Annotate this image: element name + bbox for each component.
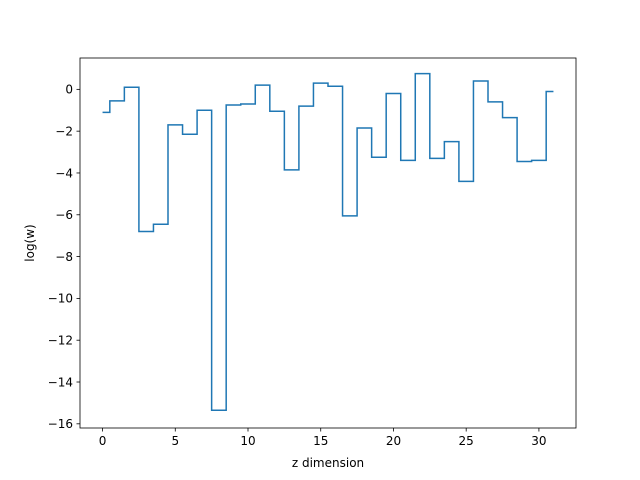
y-tick-label: −4 bbox=[55, 166, 73, 180]
x-tick-label: 5 bbox=[171, 434, 179, 448]
x-tick-label: 0 bbox=[99, 434, 107, 448]
y-tick-label: −10 bbox=[48, 292, 73, 306]
series-step-line bbox=[102, 72, 554, 411]
x-tick-label: 30 bbox=[531, 434, 546, 448]
x-tick-label: 20 bbox=[386, 434, 401, 448]
y-tick-label: −12 bbox=[48, 334, 73, 348]
y-axis: 0 −2 −4 −6 −8 −10 −12 −14 −16 bbox=[48, 83, 80, 431]
y-tick-label: −2 bbox=[55, 124, 73, 138]
plot-area bbox=[102, 72, 554, 411]
x-tick-label: 15 bbox=[313, 434, 328, 448]
y-tick-label: −14 bbox=[48, 375, 73, 389]
axes-frame bbox=[79, 57, 577, 429]
y-tick-label: −6 bbox=[55, 208, 73, 222]
x-tick-label: 10 bbox=[240, 434, 255, 448]
x-tick-label: 25 bbox=[459, 434, 474, 448]
y-tick-label: −16 bbox=[48, 417, 73, 431]
y-tick-label: −8 bbox=[55, 250, 73, 264]
y-tick-label: 0 bbox=[65, 83, 73, 97]
x-axis: 0 5 10 15 20 25 30 bbox=[99, 428, 547, 448]
x-axis-label: z dimension bbox=[292, 456, 364, 470]
y-axis-label: log(w) bbox=[23, 224, 37, 261]
